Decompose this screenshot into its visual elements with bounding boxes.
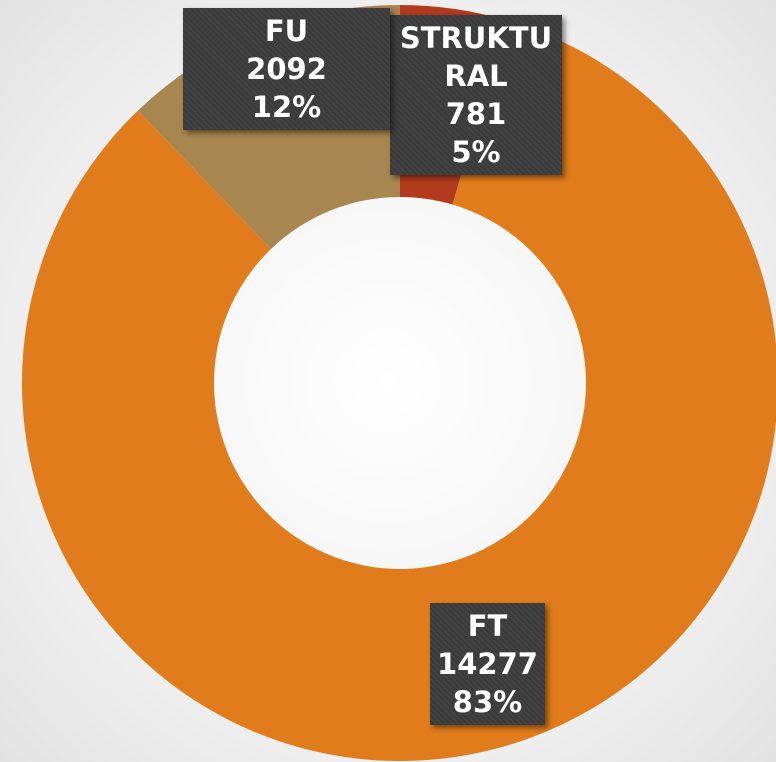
label-percent: 12%: [251, 90, 322, 124]
data-label: FU 2092 12%: [183, 8, 390, 130]
label-name: FU: [264, 14, 309, 48]
label-name: FT: [467, 609, 508, 643]
label-value: 14277: [437, 647, 538, 681]
label-percent: 5%: [451, 135, 501, 169]
data-label: STRUKTURAL 781 5%: [390, 15, 562, 175]
label-name: STRUKTURAL: [399, 21, 553, 93]
label-value: 781: [445, 97, 507, 131]
donut-slice: [22, 20, 776, 761]
data-label: FT 14277 83%: [430, 603, 545, 725]
label-percent: 83%: [452, 685, 523, 719]
label-value: 2092: [246, 52, 327, 86]
